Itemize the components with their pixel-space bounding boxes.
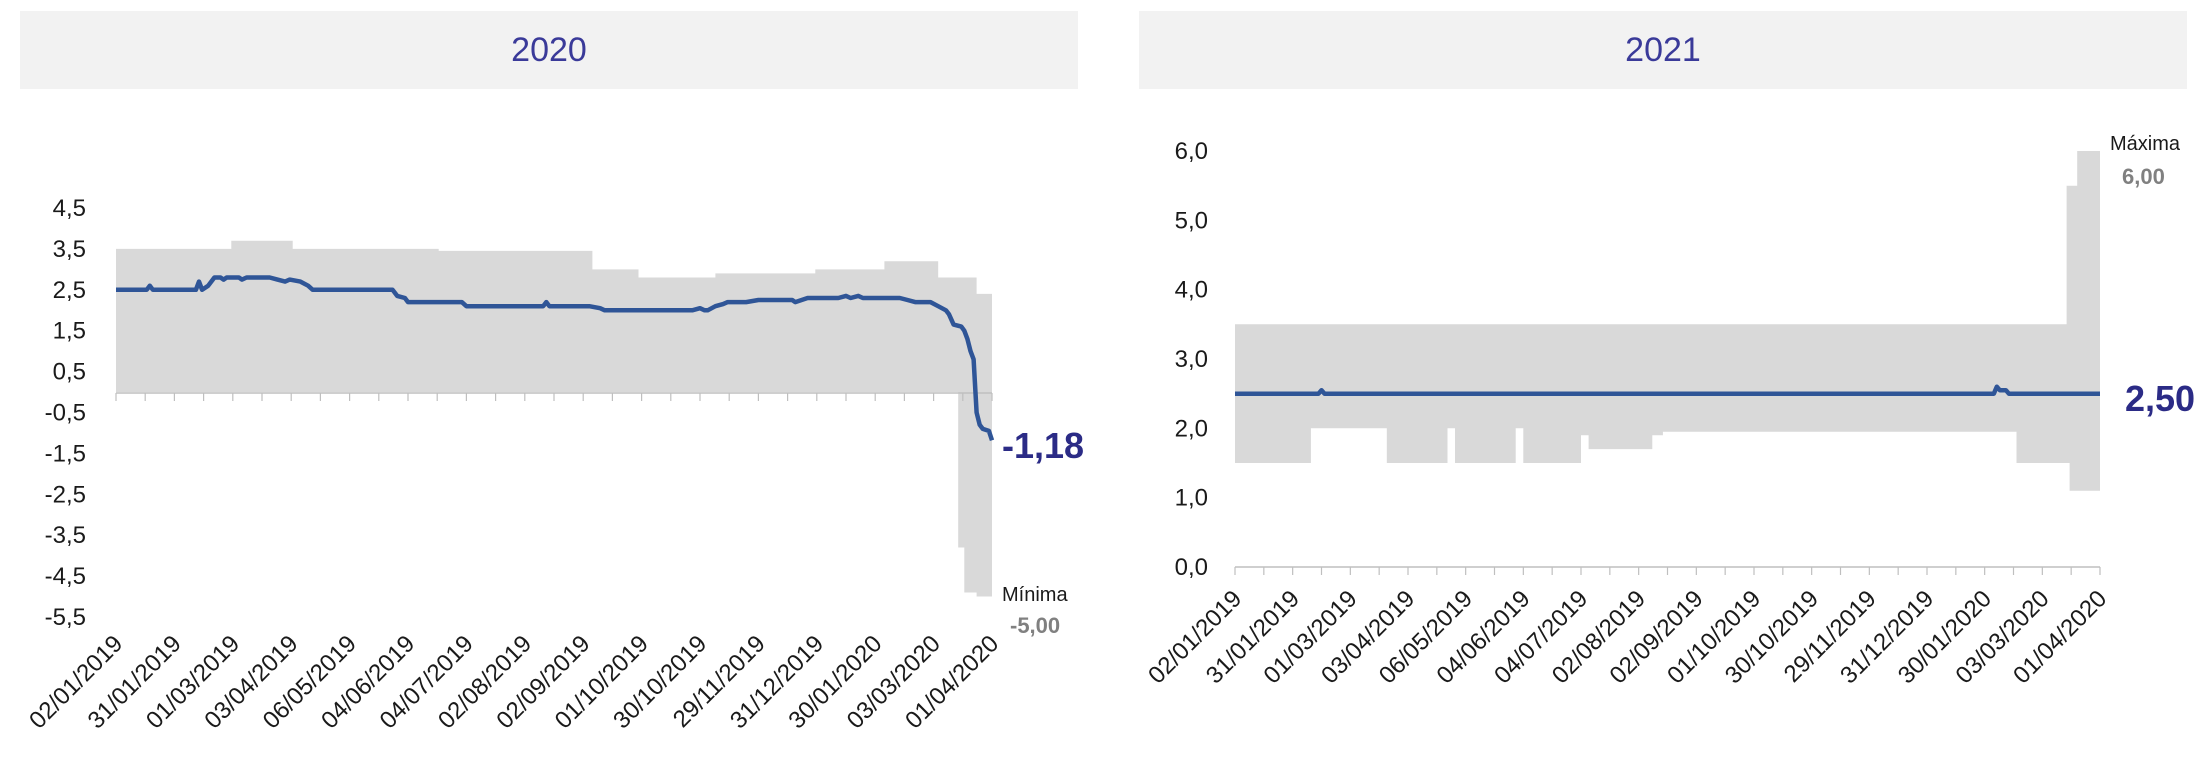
chart-2021-median-line xyxy=(1235,384,2100,396)
chart-2020-y-tick-label: -4,5 xyxy=(45,563,86,590)
chart-2021-y-tick-label: 2,0 xyxy=(1175,415,1208,442)
chart-2020-y-tick-label: 4,5 xyxy=(53,195,86,222)
chart-2020-min-label: Mínima xyxy=(1002,584,1068,606)
chart-2020-y-tick-label: 1,5 xyxy=(53,318,86,345)
chart-2020-range-band xyxy=(116,240,992,597)
chart-2020-y-tick-label: -5,5 xyxy=(45,604,86,631)
chart-2020-min-value-label: -5,00 xyxy=(1010,613,1060,638)
chart-2020-y-tick-label: 3,5 xyxy=(53,236,86,263)
chart-2020-last-value-label: -1,18 xyxy=(1002,425,1084,466)
chart-2020-y-tick-label: 0,5 xyxy=(53,359,86,386)
chart-2020-y-tick-label: -1,5 xyxy=(45,440,86,467)
chart-title-2020: 2020 xyxy=(20,11,1078,89)
chart-2021-y-tick-label: 0,0 xyxy=(1175,554,1208,581)
chart-2021-range-band xyxy=(1235,151,2100,491)
chart-2021-y-tick-label: 6,0 xyxy=(1175,138,1208,165)
chart-2021-y-tick-label: 3,0 xyxy=(1175,346,1208,373)
chart-title-2021: 2021 xyxy=(1139,11,2187,89)
chart-2021-max-value-label: 6,00 xyxy=(2122,164,2165,189)
chart-2020-y-tick-label: -3,5 xyxy=(45,522,86,549)
chart-2020-y-tick-label: -2,5 xyxy=(45,481,86,508)
chart-2020-y-tick-label: 2,5 xyxy=(53,277,86,304)
chart-2021-max-label: Máxima xyxy=(2110,133,2181,155)
chart-2020-y-tick-label: -0,5 xyxy=(45,400,86,427)
chart-2021-y-tick-label: 4,0 xyxy=(1175,277,1208,304)
chart-2021-y-tick-label: 1,0 xyxy=(1175,485,1208,512)
chart-2021-y-tick-label: 5,0 xyxy=(1175,207,1208,234)
chart-2021-last-value-label: 2,50 xyxy=(2125,378,2195,419)
chart-2020-median-line xyxy=(116,275,995,442)
